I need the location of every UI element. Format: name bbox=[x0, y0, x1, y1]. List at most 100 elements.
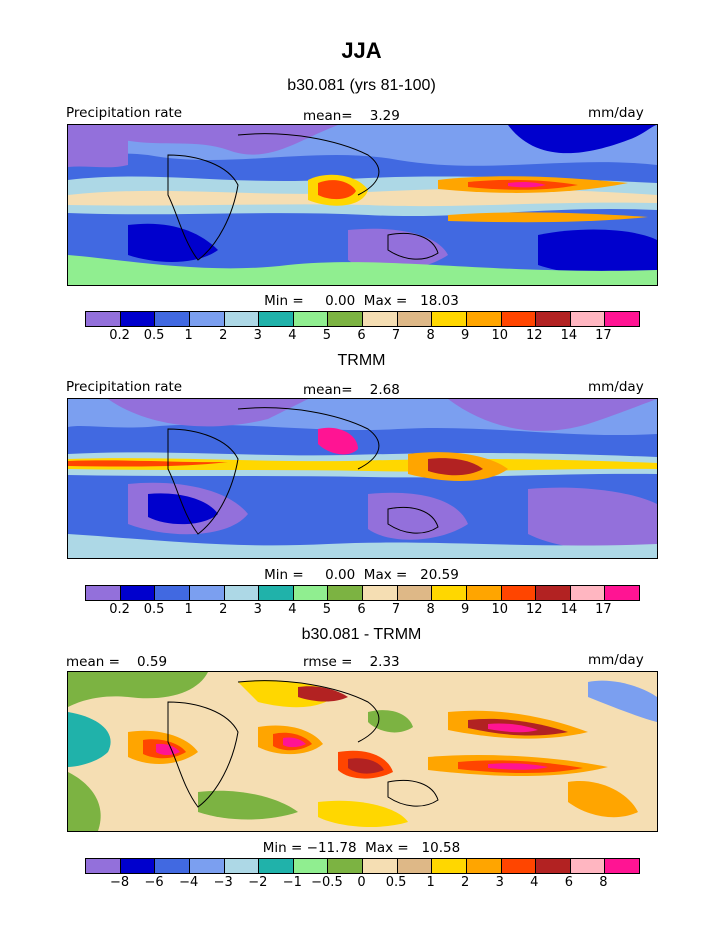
colorbar-swatch bbox=[328, 859, 363, 873]
colorbar-swatch bbox=[328, 586, 363, 600]
figure-title: JJA bbox=[341, 38, 382, 63]
colorbar-tick-label: −0.5 bbox=[311, 875, 343, 890]
colorbar-tick-label: 1 bbox=[184, 602, 193, 617]
colorbar-tick-label: 2 bbox=[219, 328, 228, 343]
colorbar-swatch bbox=[328, 312, 363, 326]
colorbar-tick-label: 2 bbox=[219, 602, 228, 617]
colorbar-tick-label: 0.2 bbox=[109, 328, 130, 343]
colorbar-swatch bbox=[259, 312, 294, 326]
panel-3-map bbox=[67, 671, 658, 832]
panel-2-units-label: mm/day bbox=[588, 379, 644, 395]
colorbar-tick-label: −2 bbox=[248, 875, 268, 890]
colorbar-swatch bbox=[536, 859, 571, 873]
colorbar-swatch bbox=[605, 859, 639, 873]
colorbar-swatch bbox=[120, 859, 156, 873]
colorbar-tick-label: 0.5 bbox=[143, 328, 165, 343]
colorbar-swatch bbox=[224, 312, 260, 326]
colorbar-tick-label: 8 bbox=[426, 328, 435, 343]
colorbar-tick-label: 0.5 bbox=[143, 602, 165, 617]
colorbar-swatch bbox=[432, 586, 467, 600]
colorbar-swatch bbox=[293, 586, 329, 600]
panel-2-minmax: Min = 0.00 Max = 20.59 bbox=[264, 567, 459, 583]
colorbar-swatch bbox=[570, 586, 606, 600]
colorbar-swatch bbox=[466, 859, 502, 873]
colorbar-tick-label: 3 bbox=[253, 328, 262, 343]
panel-2-map bbox=[67, 398, 658, 559]
colorbar-swatch bbox=[86, 859, 121, 873]
colorbar-swatch bbox=[120, 586, 156, 600]
panel-2-mean-label: mean= 2.68 bbox=[303, 382, 400, 398]
colorbar-tick-label: 9 bbox=[461, 328, 470, 343]
colorbar-swatch bbox=[155, 312, 190, 326]
colorbar-tick-label: 14 bbox=[560, 328, 578, 343]
colorbar-swatch bbox=[363, 859, 398, 873]
colorbar-tick-label: 4 bbox=[288, 328, 297, 343]
panel-3-colorbar bbox=[85, 858, 640, 874]
colorbar-swatch bbox=[536, 586, 571, 600]
panel-2-colorbar-ticks: 0.2 0.5 1 2 3 4 5 6 7 8 9 10 12 14 17 bbox=[85, 602, 638, 618]
colorbar-tick-label: 6 bbox=[357, 602, 366, 617]
colorbar-tick-label: −3 bbox=[213, 875, 233, 890]
colorbar-swatch bbox=[363, 312, 398, 326]
colorbar-swatch bbox=[155, 859, 190, 873]
colorbar-tick-label: 14 bbox=[560, 602, 578, 617]
colorbar-tick-label: 0.5 bbox=[385, 875, 407, 890]
colorbar-tick-label: 10 bbox=[491, 328, 509, 343]
panel-1-variable-label: Precipitation rate bbox=[66, 105, 183, 121]
colorbar-swatch bbox=[432, 859, 467, 873]
colorbar-swatch bbox=[189, 312, 225, 326]
colorbar-tick-label: 8 bbox=[599, 875, 608, 890]
colorbar-tick-label: 9 bbox=[461, 602, 470, 617]
colorbar-swatch bbox=[570, 859, 606, 873]
colorbar-tick-label: 7 bbox=[391, 328, 401, 343]
colorbar-swatch bbox=[466, 312, 502, 326]
colorbar-swatch bbox=[224, 859, 260, 873]
panel-1-map bbox=[67, 124, 658, 286]
panel-2-map-graphic bbox=[68, 399, 657, 558]
panel-3-map-graphic bbox=[68, 672, 657, 831]
colorbar-tick-label: 6 bbox=[564, 875, 574, 890]
panel-3-title: b30.081 - TRMM bbox=[301, 626, 422, 643]
colorbar-swatch bbox=[432, 312, 467, 326]
colorbar-tick-label: 1 bbox=[426, 875, 435, 890]
colorbar-swatch bbox=[86, 586, 121, 600]
panel-2-title: TRMM bbox=[337, 352, 386, 369]
panel-3-units-label: mm/day bbox=[588, 652, 644, 668]
colorbar-swatch bbox=[224, 586, 260, 600]
colorbar-tick-label: 4 bbox=[288, 602, 297, 617]
colorbar-tick-label: 3 bbox=[495, 875, 504, 890]
colorbar-tick-label: 0 bbox=[357, 875, 366, 890]
colorbar-swatch bbox=[397, 859, 433, 873]
panel-1-colorbar bbox=[85, 311, 640, 327]
colorbar-swatch bbox=[501, 312, 537, 326]
panel-2-colorbar bbox=[85, 585, 640, 601]
colorbar-swatch bbox=[155, 586, 190, 600]
colorbar-swatch bbox=[501, 586, 537, 600]
colorbar-tick-label: 2 bbox=[461, 875, 470, 890]
colorbar-swatch bbox=[86, 312, 121, 326]
colorbar-swatch bbox=[466, 586, 502, 600]
colorbar-tick-label: 7 bbox=[391, 602, 401, 617]
colorbar-tick-label: −6 bbox=[144, 875, 164, 890]
colorbar-tick-label: 6 bbox=[357, 328, 366, 343]
colorbar-swatch bbox=[397, 586, 433, 600]
colorbar-tick-label: 12 bbox=[526, 328, 543, 343]
panel-3-colorbar-ticks: −8 −6 −4 −3 −2 −1 −0.5 0 0.5 1 2 3 4 6 8 bbox=[85, 875, 638, 891]
colorbar-tick-label: 0.2 bbox=[109, 602, 130, 617]
colorbar-tick-label: 5 bbox=[322, 328, 332, 343]
panel-1-title: b30.081 (yrs 81-100) bbox=[287, 77, 436, 94]
colorbar-tick-label: 1 bbox=[184, 328, 193, 343]
panel-1-map-graphic bbox=[68, 125, 657, 285]
panel-3-minmax: Min = −11.78 Max = 10.58 bbox=[262, 840, 461, 856]
panel-1-mean-label: mean= 3.29 bbox=[303, 108, 400, 124]
colorbar-swatch bbox=[120, 312, 156, 326]
colorbar-swatch bbox=[259, 859, 294, 873]
colorbar-swatch bbox=[293, 859, 329, 873]
colorbar-swatch bbox=[605, 312, 639, 326]
colorbar-tick-label: −8 bbox=[109, 875, 130, 890]
colorbar-swatch bbox=[570, 312, 606, 326]
panel-3-mean-label: mean = 0.59 bbox=[66, 654, 168, 670]
panel-1-units-label: mm/day bbox=[588, 105, 644, 121]
colorbar-swatch bbox=[397, 312, 433, 326]
colorbar-tick-label: 4 bbox=[530, 875, 539, 890]
